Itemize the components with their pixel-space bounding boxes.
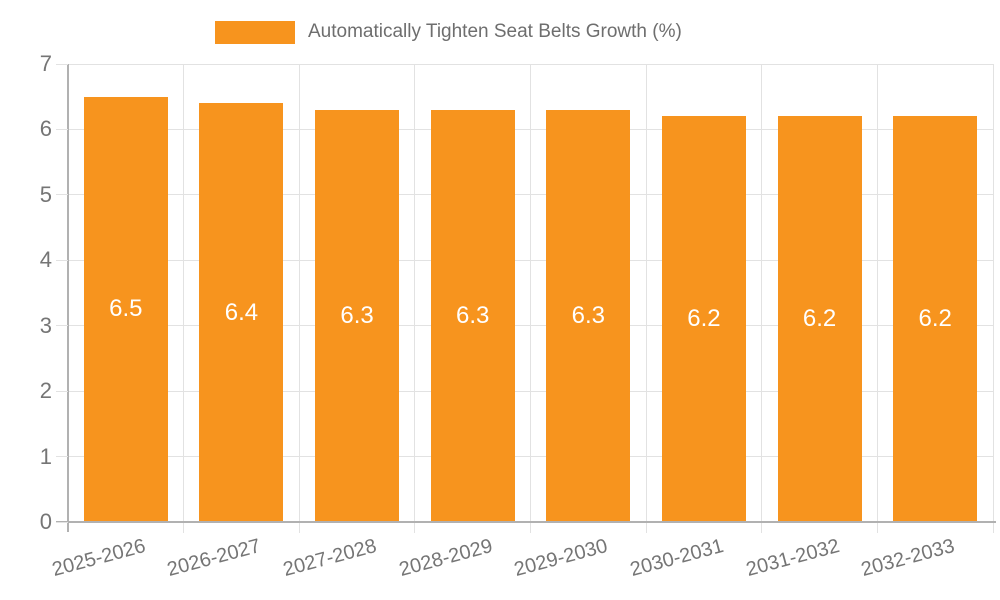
x-axis-line <box>56 521 996 523</box>
legend-label: Automatically Tighten Seat Belts Growth … <box>308 21 682 42</box>
y-tick-mark <box>56 456 68 458</box>
bar <box>315 109 400 522</box>
y-tick-label: 7 <box>39 51 52 76</box>
bar <box>777 116 862 522</box>
gridline-vertical <box>414 64 416 522</box>
y-tick-label: 2 <box>39 378 52 404</box>
bar-value-label: 6.3 <box>340 301 374 329</box>
y-tick-mark <box>56 325 68 327</box>
y-tick-mark <box>56 194 68 196</box>
y-tick-label: 3 <box>39 312 52 338</box>
bar <box>546 109 631 522</box>
bar <box>83 96 168 522</box>
gridline-vertical <box>298 64 300 522</box>
bar-value-label: 6.3 <box>456 301 490 329</box>
gridline-vertical <box>992 64 994 522</box>
gridline-vertical <box>183 64 185 522</box>
y-tick-mark <box>56 390 68 392</box>
y-axis-line <box>67 64 69 532</box>
bar <box>661 116 746 522</box>
gridline-vertical <box>530 64 531 522</box>
y-tick-mark <box>56 259 68 261</box>
x-tick-mark <box>876 523 878 533</box>
bar-value-label: 6.3 <box>571 301 605 329</box>
legend-item[interactable]: Automatically Tighten Seat Belts Growth … <box>215 20 682 44</box>
bar-value-label: 6.2 <box>918 305 952 333</box>
bar <box>199 103 284 522</box>
gridline-vertical <box>761 64 763 522</box>
y-tick-label: 6 <box>39 116 52 142</box>
gridline-vertical <box>876 64 878 522</box>
x-tick-mark <box>992 523 994 533</box>
y-tick-mark <box>56 521 68 523</box>
x-tick-mark <box>761 523 763 533</box>
x-tick-mark <box>645 523 647 533</box>
y-tick-label: 0 <box>39 509 52 534</box>
x-tick-mark <box>183 523 185 533</box>
gridline-vertical <box>645 64 647 522</box>
bar <box>430 109 515 522</box>
bar <box>893 116 978 522</box>
x-tick-mark <box>414 523 416 533</box>
bar-value-label: 6.4 <box>224 298 259 326</box>
bar-value-label: 6.2 <box>687 305 721 333</box>
plot-area: 6.5 6.4 6.3 6.3 6.3 6.2 6.2 6.2 <box>68 63 994 522</box>
y-tick-mark <box>56 63 68 65</box>
bar-value-label: 6.5 <box>109 295 143 323</box>
bar-value-label: 6.2 <box>802 305 837 333</box>
legend-swatch-icon <box>215 20 295 44</box>
y-tick-label: 5 <box>39 181 52 207</box>
x-tick-mark <box>530 523 531 533</box>
y-tick-label: 4 <box>39 247 52 273</box>
y-tick-mark <box>56 128 68 130</box>
x-tick-mark <box>298 523 300 533</box>
y-tick-label: 1 <box>39 443 52 469</box>
